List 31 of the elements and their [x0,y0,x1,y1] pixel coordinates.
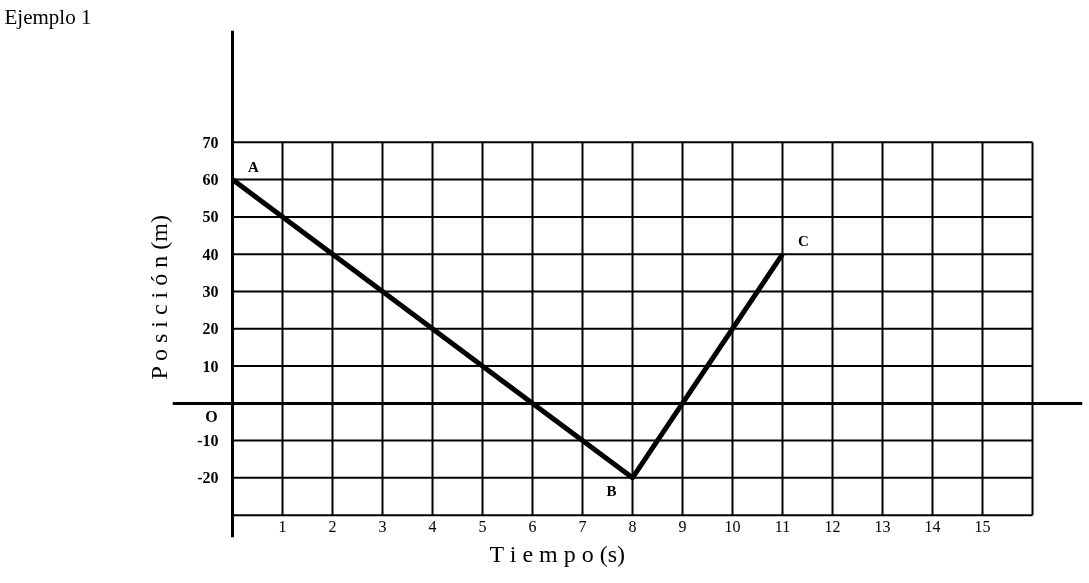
x-tick-label: 5 [478,518,487,536]
x-tick-label: 1 [278,518,287,536]
x-tick-label: 3 [378,518,387,536]
annotation: B [606,482,617,499]
x-tick-label: 7 [578,518,587,536]
x-tick-label: 14 [924,518,941,536]
x-tick-label: 12 [824,518,841,536]
x-tick-label: 10 [724,518,741,536]
x-tick-label: 6 [528,518,537,536]
annotation: O [205,407,218,425]
x-tick-label: 8 [628,518,637,536]
y-tick-label: -20 [197,469,219,487]
y-tick-label: 40 [202,245,219,263]
x-axis-title: T i e m p o (s) [489,540,626,567]
y-tick-label: 60 [202,171,219,189]
x-tick-label: 15 [974,518,991,536]
y-tick-label: 10 [202,357,219,375]
y-tick-label: 70 [202,133,219,151]
annotation: A [248,158,260,175]
annotation: C [798,233,809,250]
x-tick-label: 11 [774,518,791,536]
x-tick-label: 2 [328,518,337,536]
y-tick-label: 30 [202,282,219,300]
x-tick-label: 9 [678,518,687,536]
y-axis-title: P o s i c i ó n (m) [145,215,172,380]
y-tick-label: -10 [197,432,219,450]
y-tick-label: 20 [202,320,219,338]
x-tick-label: 4 [428,518,437,536]
y-tick-label: 50 [202,208,219,226]
x-tick-label: 13 [874,518,891,536]
chart-title: Ejemplo 1 [4,4,92,29]
